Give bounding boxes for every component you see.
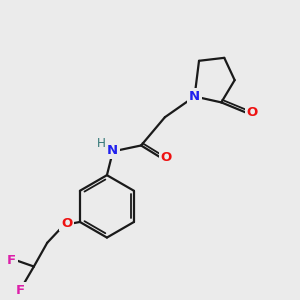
Text: N: N bbox=[107, 144, 118, 157]
Text: O: O bbox=[160, 151, 171, 164]
Text: H: H bbox=[97, 136, 106, 150]
Text: N: N bbox=[189, 90, 200, 103]
Text: F: F bbox=[16, 284, 25, 297]
Text: O: O bbox=[61, 217, 72, 230]
Text: O: O bbox=[246, 106, 257, 119]
Text: F: F bbox=[7, 254, 16, 267]
